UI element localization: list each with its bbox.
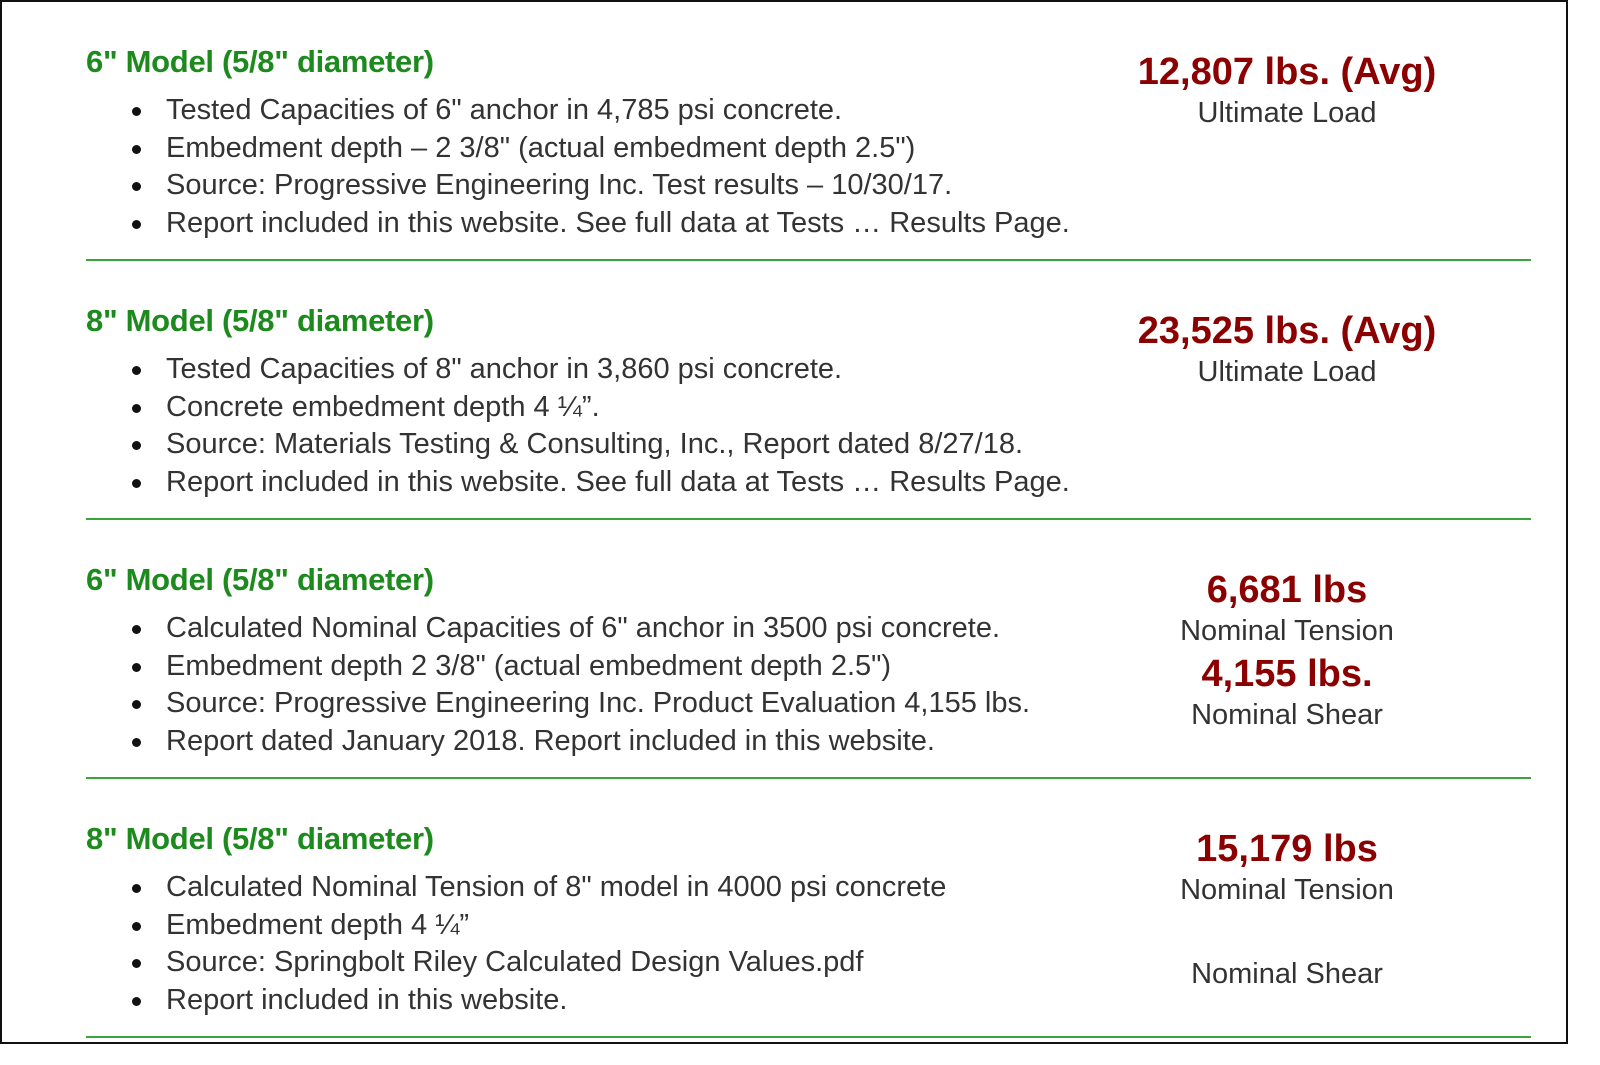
section-heading: 8" Model (5/8" diameter): [86, 821, 434, 856]
list-item: Report included in this website.: [130, 982, 946, 1020]
tension-value: 6,681 lbs: [1206, 569, 1368, 611]
stat-block-tension: 6,681 lbs Nominal Tension: [1126, 568, 1448, 650]
list-item: Report included in this website. See ful…: [130, 464, 1070, 502]
list-item: Embedment depth – 2 3/8" (actual embedme…: [130, 130, 1070, 168]
load-value: 23,525 lbs. (Avg): [1137, 310, 1437, 352]
shear-value: [1126, 911, 1448, 955]
details-list: Tested Capacities of 6" anchor in 4,785 …: [130, 92, 1070, 242]
section-heading: 8" Model (5/8" diameter): [86, 303, 434, 338]
stat-block: 23,525 lbs. (Avg) Ultimate Load: [1126, 309, 1448, 391]
details-list: Calculated Nominal Tension of 8" model i…: [130, 869, 946, 1019]
section-heading: 6" Model (5/8" diameter): [86, 44, 434, 79]
list-item: Source: Materials Testing & Consulting, …: [130, 426, 1070, 464]
stat-block-shear: Nominal Shear: [1126, 911, 1448, 993]
details-list: Tested Capacities of 8" anchor in 3,860 …: [130, 351, 1070, 501]
product-section-8in-calculated: 8" Model (5/8" diameter) Calculated Nomi…: [86, 779, 1531, 1038]
list-item: Report included in this website. See ful…: [130, 205, 1070, 243]
tension-label: Nominal Tension: [1180, 615, 1394, 647]
stat-block: 12,807 lbs. (Avg) Ultimate Load: [1126, 50, 1448, 132]
list-item: Calculated Nominal Capacities of 6" anch…: [130, 610, 1030, 648]
list-item: Source: Progressive Engineering Inc. Pro…: [130, 685, 1030, 723]
list-item: Tested Capacities of 6" anchor in 4,785 …: [130, 92, 1070, 130]
details-list: Calculated Nominal Capacities of 6" anch…: [130, 610, 1030, 760]
load-label: Ultimate Load: [1197, 356, 1377, 388]
stat-block-shear: 4,155 lbs. Nominal Shear: [1126, 652, 1448, 734]
shear-label: Nominal Shear: [1191, 958, 1383, 990]
section-heading: 6" Model (5/8" diameter): [86, 562, 434, 597]
list-item: Source: Progressive Engineering Inc. Tes…: [130, 167, 1070, 205]
list-item: Embedment depth 4 ¼”: [130, 907, 946, 945]
product-section-6in-tested: 6" Model (5/8" diameter) Tested Capaciti…: [86, 2, 1531, 261]
list-item: Calculated Nominal Tension of 8" model i…: [130, 869, 946, 907]
content-frame: 6" Model (5/8" diameter) Tested Capaciti…: [0, 0, 1568, 1044]
shear-label: Nominal Shear: [1191, 699, 1383, 731]
product-section-8in-tested: 8" Model (5/8" diameter) Tested Capaciti…: [86, 261, 1531, 520]
tension-label: Nominal Tension: [1180, 874, 1394, 906]
list-item: Tested Capacities of 8" anchor in 3,860 …: [130, 351, 1070, 389]
list-item: Report dated January 2018. Report includ…: [130, 723, 1030, 761]
load-value: 12,807 lbs. (Avg): [1137, 51, 1437, 93]
list-item: Source: Springbolt Riley Calculated Desi…: [130, 944, 946, 982]
list-item: Concrete embedment depth 4 ¼”.: [130, 389, 1070, 427]
shear-value: 4,155 lbs.: [1201, 653, 1373, 695]
product-section-6in-calculated: 6" Model (5/8" diameter) Calculated Nomi…: [86, 520, 1531, 779]
tension-value: 15,179 lbs: [1196, 828, 1378, 870]
list-item: Embedment depth 2 3/8" (actual embedment…: [130, 648, 1030, 686]
load-label: Ultimate Load: [1197, 97, 1377, 129]
stat-block-tension: 15,179 lbs Nominal Tension: [1126, 827, 1448, 909]
